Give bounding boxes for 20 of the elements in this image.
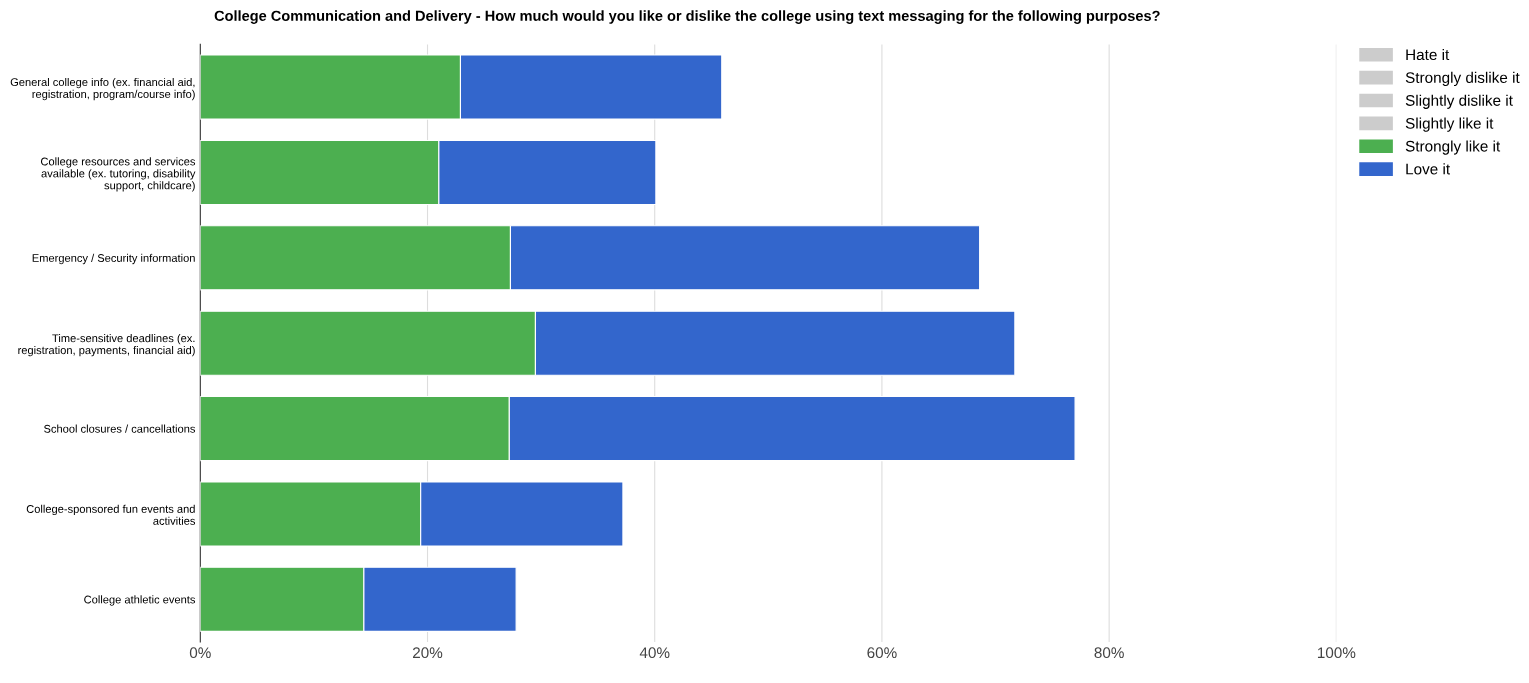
y-tick-label: General college info (ex. financial aid, registration, program/course info) [10,77,195,101]
legend-label: Love it [1406,163,1450,175]
x-tick-label: 0% [189,647,211,659]
x-tick-label: 40% [639,647,670,659]
x-tick-label: 100% [1317,647,1356,659]
y-tick-label: Emergency / Security information [32,253,195,265]
legend-label: Strongly dislike it [1405,71,1520,87]
y-tick-label: School closures / cancellations [44,424,196,433]
legend-label: Slightly like it [1405,117,1494,132]
chart-title: College Communication and Delivery - How much would you like or dislike the college using text messaging for the following purposes? [214,10,1160,24]
legend-label: Slightly dislike it [1405,94,1513,109]
legend-label: Hate it [1406,48,1450,61]
y-tick-label: College resources and services available (ex. tutoring, disability support, childcare) [41,157,196,192]
y-tick-label: Time-sensitive deadlines (ex. registration, payments, financial aid) [18,334,195,357]
y-tick-label: College athletic events [84,595,196,606]
x-tick-label: 60% [867,647,897,659]
x-tick-label: 20% [412,647,443,659]
x-tick-label: 80% [1094,647,1124,659]
legend-label: Strongly like it [1405,140,1501,155]
y-tick-label: College-sponsored fun events and activities [26,504,196,525]
